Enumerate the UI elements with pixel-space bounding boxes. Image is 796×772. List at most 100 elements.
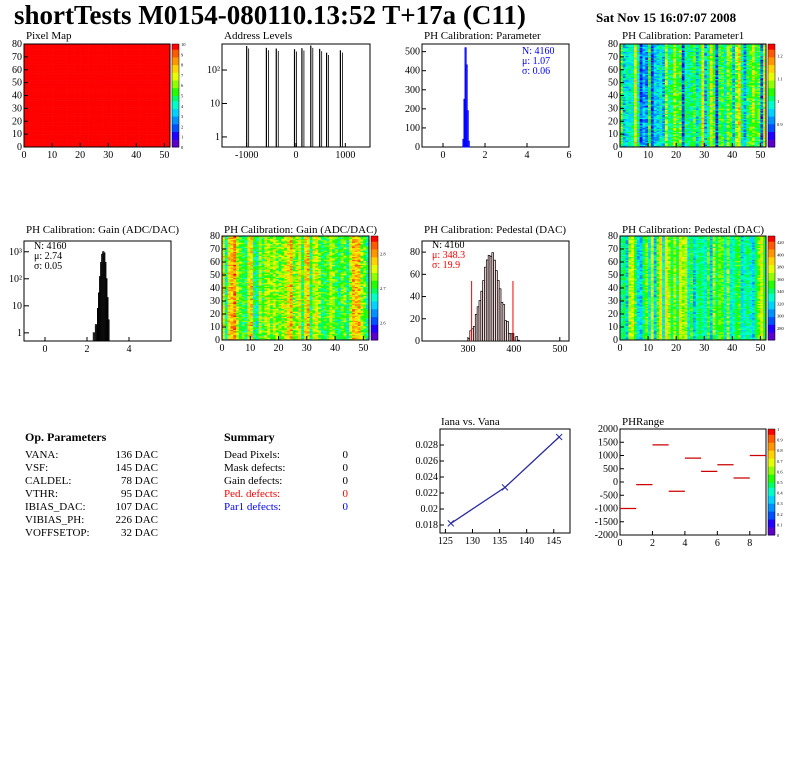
heatmap-cell bbox=[24, 80, 28, 82]
heatmap-cell bbox=[127, 137, 131, 140]
heatmap-cell bbox=[153, 144, 157, 147]
heatmap-cell bbox=[150, 77, 154, 80]
heatmap-cell bbox=[111, 121, 115, 123]
heatmap-cell bbox=[636, 127, 640, 130]
heatmap-cell bbox=[35, 141, 39, 144]
heatmap-cell bbox=[49, 114, 53, 117]
heatmap-cell bbox=[164, 94, 168, 96]
heatmap-cell bbox=[639, 89, 643, 91]
heatmap-cell bbox=[141, 92, 146, 95]
heatmap-cell bbox=[80, 144, 84, 147]
heatmap-cell bbox=[628, 105, 632, 108]
heatmap-cell bbox=[125, 91, 129, 94]
heatmap-cell bbox=[125, 127, 129, 130]
heatmap-cell bbox=[102, 81, 106, 83]
heatmap-cell bbox=[29, 81, 33, 83]
heatmap-cell bbox=[60, 141, 64, 144]
heatmap-cell bbox=[634, 139, 638, 141]
heatmap-cell bbox=[108, 126, 112, 128]
heatmap-cell bbox=[63, 71, 67, 73]
heatmap-cell bbox=[99, 114, 103, 117]
heatmap-cell bbox=[108, 107, 112, 109]
heatmap-cell bbox=[97, 68, 101, 71]
heatmap-cell bbox=[642, 125, 646, 127]
heatmap-cell bbox=[63, 77, 67, 80]
heatmap-cell bbox=[111, 126, 115, 128]
heatmap-cell bbox=[54, 137, 58, 140]
heatmap-cell bbox=[113, 98, 117, 100]
heatmap-cell bbox=[85, 125, 89, 127]
heatmap-cell bbox=[74, 45, 78, 47]
heatmap-cell bbox=[144, 131, 148, 134]
heatmap-cell bbox=[91, 126, 95, 128]
heatmap-cell bbox=[32, 118, 36, 121]
heatmap-cell bbox=[122, 131, 126, 134]
heatmap-cell bbox=[161, 80, 165, 82]
heatmap-cell bbox=[620, 82, 624, 85]
heatmap-cell bbox=[111, 122, 115, 125]
heatmap-cell bbox=[91, 62, 95, 64]
heatmap-cell bbox=[144, 125, 148, 127]
heatmap-cell bbox=[639, 131, 643, 134]
heatmap-cell bbox=[49, 126, 53, 128]
heatmap-cell bbox=[625, 95, 629, 98]
heatmap-cell bbox=[54, 135, 58, 137]
heatmap-cell bbox=[158, 122, 162, 125]
heatmap-cell bbox=[52, 60, 56, 63]
heatmap-cell bbox=[57, 134, 61, 136]
heatmap-cell bbox=[139, 109, 143, 112]
heatmap-cell bbox=[158, 131, 162, 134]
heatmap-cell bbox=[43, 119, 47, 122]
heatmap-cell bbox=[111, 118, 115, 121]
heatmap-cell bbox=[71, 112, 75, 114]
heatmap-cell bbox=[38, 116, 42, 118]
y-tick-label: 10² bbox=[207, 65, 220, 76]
heatmap-cell bbox=[46, 77, 50, 80]
heatmap-cell bbox=[164, 134, 168, 136]
heatmap-cell bbox=[46, 60, 50, 63]
heatmap-cell bbox=[622, 67, 626, 69]
heatmap-cell bbox=[43, 86, 47, 89]
heatmap-cell bbox=[77, 107, 81, 109]
heatmap-cell bbox=[43, 69, 47, 72]
heatmap-cell bbox=[161, 59, 165, 62]
heatmap-cell bbox=[26, 51, 30, 54]
heatmap-cell bbox=[122, 103, 126, 105]
heatmap-cell bbox=[102, 121, 106, 123]
heatmap-cell bbox=[105, 99, 109, 101]
heatmap-cell bbox=[113, 107, 117, 109]
heatmap-cell bbox=[119, 130, 123, 132]
heatmap-cell bbox=[49, 118, 53, 121]
heatmap-cell bbox=[119, 121, 123, 123]
heatmap-cell bbox=[139, 83, 143, 86]
heatmap-cell bbox=[74, 122, 78, 125]
heatmap-cell bbox=[639, 104, 643, 107]
heatmap-cell bbox=[158, 100, 162, 103]
heatmap-cell bbox=[122, 143, 126, 145]
heatmap-cell bbox=[139, 82, 143, 85]
heatmap-cell bbox=[74, 140, 78, 143]
heatmap-cell bbox=[639, 103, 643, 105]
heatmap-cell bbox=[63, 136, 67, 139]
heatmap-cell bbox=[155, 69, 160, 72]
heatmap-cell bbox=[40, 50, 44, 53]
heatmap-cell bbox=[639, 54, 643, 56]
heatmap-cell bbox=[71, 87, 75, 90]
heatmap-cell bbox=[91, 81, 95, 83]
heatmap-cell bbox=[32, 67, 36, 69]
heatmap-cell bbox=[139, 127, 143, 130]
heatmap-cell bbox=[80, 107, 84, 109]
heatmap-cell bbox=[119, 46, 123, 49]
heatmap-cell bbox=[158, 127, 162, 130]
heatmap-cell bbox=[116, 136, 120, 139]
heatmap-cell bbox=[43, 116, 47, 118]
heatmap-cell bbox=[628, 95, 632, 98]
heatmap-cell bbox=[113, 104, 117, 107]
heatmap-cell bbox=[94, 125, 98, 127]
heatmap-cell bbox=[63, 60, 67, 63]
heatmap-cell bbox=[147, 83, 151, 86]
heatmap-cell bbox=[125, 132, 129, 135]
heatmap-cell bbox=[113, 143, 117, 145]
heatmap-cell bbox=[116, 51, 120, 54]
heatmap-cell bbox=[63, 122, 67, 125]
